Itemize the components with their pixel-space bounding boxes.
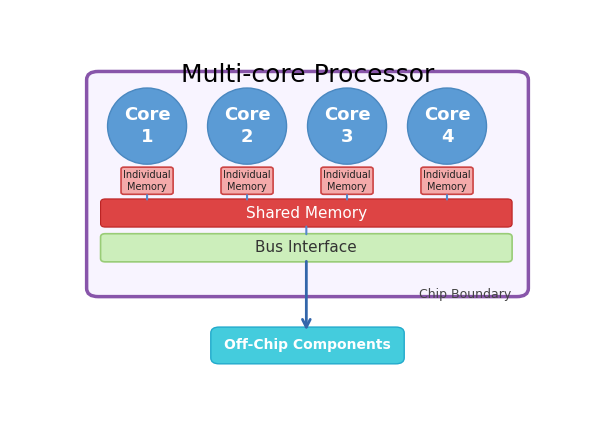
FancyBboxPatch shape [421, 167, 473, 194]
Text: Individual
Memory: Individual Memory [423, 170, 471, 191]
Text: Core
4: Core 4 [424, 106, 470, 146]
Text: Individual
Memory: Individual Memory [323, 170, 371, 191]
Ellipse shape [208, 88, 287, 164]
Ellipse shape [107, 88, 187, 164]
Text: Multi-core Processor: Multi-core Processor [181, 63, 434, 87]
Text: Core
2: Core 2 [224, 106, 271, 146]
Text: Core
1: Core 1 [124, 106, 170, 146]
Text: Individual
Memory: Individual Memory [223, 170, 271, 191]
FancyBboxPatch shape [101, 234, 512, 262]
Ellipse shape [407, 88, 487, 164]
Text: Off-Chip Components: Off-Chip Components [224, 338, 391, 353]
Text: Shared Memory: Shared Memory [246, 206, 367, 221]
FancyBboxPatch shape [101, 199, 512, 227]
FancyBboxPatch shape [86, 71, 529, 297]
Text: Chip Boundary: Chip Boundary [419, 289, 512, 301]
FancyBboxPatch shape [321, 167, 373, 194]
Text: Core
3: Core 3 [324, 106, 370, 146]
Text: Individual
Memory: Individual Memory [123, 170, 171, 191]
FancyBboxPatch shape [121, 167, 173, 194]
FancyBboxPatch shape [221, 167, 273, 194]
Ellipse shape [308, 88, 386, 164]
Text: Bus Interface: Bus Interface [256, 240, 357, 255]
FancyBboxPatch shape [211, 327, 404, 364]
